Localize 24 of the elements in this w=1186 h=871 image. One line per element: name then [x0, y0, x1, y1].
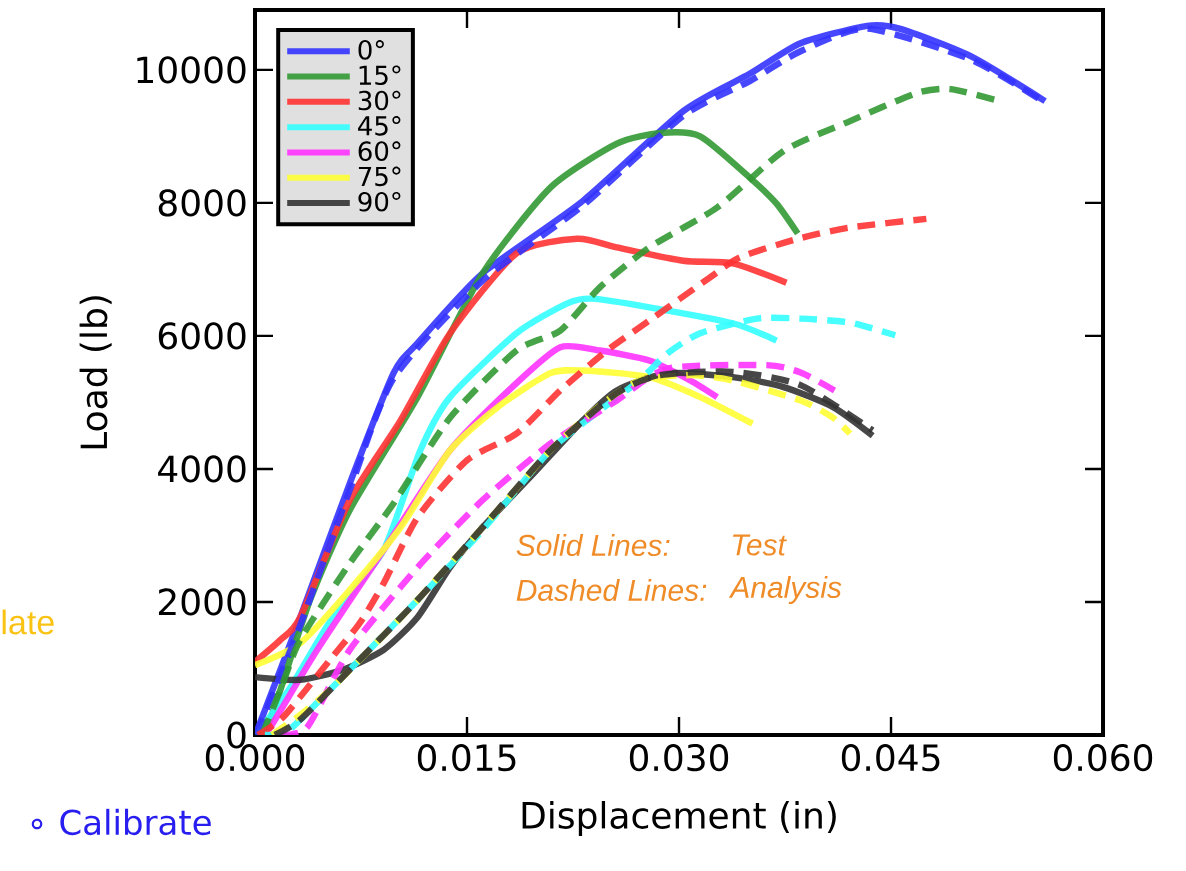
x-tick-label: 0.060 — [1053, 744, 1153, 772]
y-tick-label: 10000 — [137, 56, 246, 84]
y-tick-label: 8000 — [158, 189, 246, 217]
x-axis-title: Displacement (in) — [522, 801, 836, 836]
legend-label: 90° — [358, 191, 401, 212]
text: ∘ Calibrate — [31, 808, 211, 836]
y-tick-label: 2000 — [158, 588, 246, 616]
y-axis-title: Load (lb) — [79, 296, 112, 449]
x-tick-label: 0.030 — [629, 744, 729, 772]
y-tick-label: 6000 — [158, 322, 246, 350]
annotation: Analysis — [728, 576, 842, 604]
legend-label: 45° — [358, 116, 401, 136]
legend-label: 15° — [359, 65, 401, 86]
legend-label: 75° — [358, 166, 401, 187]
legend-label: 60° — [358, 141, 401, 161]
annotation: Dashed Lines: — [516, 578, 707, 602]
text: late — [2, 609, 54, 635]
legend-label: 0° — [358, 40, 384, 60]
y-tick-label: 4000 — [158, 455, 246, 483]
annotation: Test — [732, 534, 787, 556]
x-tick-label: 0.015 — [417, 744, 516, 772]
annotation: Solid Lines: — [516, 534, 670, 557]
x-tick-label: 0.045 — [841, 744, 940, 772]
legend-label: 30° — [358, 90, 401, 111]
